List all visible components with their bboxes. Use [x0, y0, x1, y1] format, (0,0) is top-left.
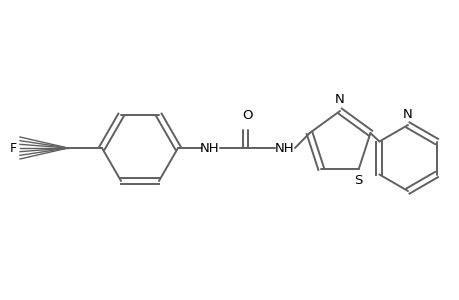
Text: N: N	[402, 107, 412, 121]
Text: N: N	[335, 92, 344, 106]
Text: O: O	[242, 109, 253, 122]
Text: NH: NH	[274, 142, 294, 154]
Text: NH: NH	[200, 142, 219, 154]
Text: S: S	[354, 174, 362, 188]
Text: F: F	[10, 142, 17, 154]
